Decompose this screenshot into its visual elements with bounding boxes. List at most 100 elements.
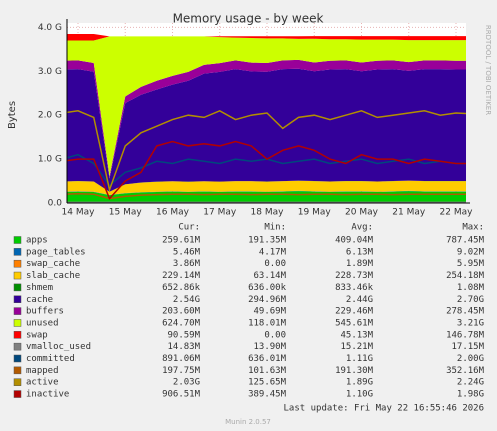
x-tick-label: 14 May <box>62 208 96 218</box>
y-tick-label: 1.0 G <box>38 155 62 165</box>
legend: Cur: Min: Avg: Max: apps 259.61M 191.35M 409.04… <box>13 223 485 400</box>
legend-swatch <box>13 283 22 292</box>
y-tick-label: 4.0 G <box>38 23 62 33</box>
legend-label: vmalloc_used <box>26 342 91 352</box>
legend-stat: 636.01M <box>248 354 287 364</box>
y-tick-label: 0.0 <box>48 199 63 209</box>
stat-header: Cur: <box>178 223 200 233</box>
legend-stat: 228.73M <box>335 271 374 281</box>
legend-stat: 14.83M <box>167 342 200 352</box>
legend-stat: 17.15M <box>451 342 484 352</box>
legend-stat: 90.59M <box>167 330 200 340</box>
legend-swatch <box>13 342 22 351</box>
legend-stat: 624.70M <box>162 318 201 328</box>
line <box>67 140 466 201</box>
legend-stat: 2.54G <box>173 295 200 305</box>
legend-stat: 191.30M <box>335 366 374 376</box>
legend-stat: 1.89G <box>346 378 373 388</box>
last-update: Last update: Fri May 22 16:55:46 2026 <box>284 404 484 414</box>
version: Munin 2.0.57 <box>225 418 271 426</box>
legend-stat: 125.65M <box>248 378 287 388</box>
legend-swatch <box>13 271 22 280</box>
legend-stat: 197.75M <box>162 366 201 376</box>
x-tick-label: 16 May <box>156 208 190 218</box>
legend-stat: 2.03G <box>173 378 200 388</box>
area <box>67 33 466 41</box>
y-tick-label: 2.0 G <box>38 111 62 121</box>
legend-swatch <box>13 248 22 256</box>
x-tick-label: 21 May <box>392 208 426 218</box>
legend-stat: 2.24G <box>457 378 484 388</box>
x-tick-label: 17 May <box>203 208 237 218</box>
x-tick-label: 20 May <box>345 208 379 218</box>
x-tick-label: 18 May <box>251 208 285 218</box>
legend-stat: 15.21M <box>340 342 373 352</box>
area <box>67 36 466 177</box>
chart-title: Memory usage - by week <box>173 12 324 26</box>
legend-stat: 5.95M <box>457 259 485 269</box>
stat-header: Max: <box>462 223 484 233</box>
legend-stat: 146.78M <box>446 330 485 340</box>
legend-stat: 13.90M <box>253 342 286 352</box>
legend-stat: 1.10G <box>346 390 373 400</box>
legend-label: shmem <box>26 283 53 293</box>
legend-swatch <box>13 295 22 303</box>
legend-swatch <box>13 331 22 339</box>
legend-stat: 9.02M <box>457 247 485 257</box>
legend-stat: 652.86k <box>162 283 201 293</box>
legend-stat: 3.86M <box>173 259 201 269</box>
line <box>67 109 466 193</box>
legend-label: slab_cache <box>26 271 80 281</box>
legend-stat: 2.44G <box>346 295 373 305</box>
legend-stat: 229.14M <box>162 271 201 281</box>
legend-swatch <box>13 307 22 315</box>
legend-stat: 409.04M <box>335 236 374 246</box>
area <box>67 180 466 195</box>
legend-stat: 3.21G <box>457 318 484 328</box>
legend-stat: 2.70G <box>457 295 484 305</box>
legend-label: apps <box>26 236 48 246</box>
legend-stat: 63.14M <box>253 271 286 281</box>
legend-swatch <box>13 378 22 386</box>
legend-stat: 45.13M <box>340 330 373 340</box>
legend-label: swap <box>26 330 48 340</box>
stat-header: Min: <box>264 223 286 233</box>
legend-stat: 278.45M <box>446 307 485 317</box>
legend-stat: 101.63M <box>248 366 287 376</box>
legend-stat: 259.61M <box>162 236 201 246</box>
legend-swatch <box>13 236 22 244</box>
line <box>67 193 466 200</box>
legend-stat: 389.45M <box>248 390 287 400</box>
legend-label: buffers <box>26 307 64 317</box>
legend-stat: 5.46M <box>173 247 201 257</box>
legend-stat: 118.01M <box>248 318 287 328</box>
legend-label: active <box>26 378 59 388</box>
legend-swatch <box>13 354 22 363</box>
stat-header: Avg: <box>351 223 373 233</box>
legend-label: unused <box>26 318 59 328</box>
legend-swatch <box>13 390 22 398</box>
legend-stat: 6.13M <box>346 247 374 257</box>
legend-stat: 545.61M <box>335 318 374 328</box>
legend-stat: 1.11G <box>346 354 373 364</box>
x-tick-label: 22 May <box>440 208 474 218</box>
legend-stat: 1.08M <box>457 283 485 293</box>
x-tick-label: 19 May <box>298 208 332 218</box>
side-text: RRDTOOL / TOBI OETIKER <box>484 25 492 115</box>
legend-stat: 49.69M <box>253 307 286 317</box>
legend-stat: 891.06M <box>162 354 201 364</box>
legend-stat: 833.46k <box>335 283 374 293</box>
legend-swatch <box>13 366 22 375</box>
legend-label: inactive <box>26 390 69 400</box>
legend-label: mapped <box>26 366 59 376</box>
y-axis-label: Bytes <box>7 101 18 129</box>
legend-stat: 352.16M <box>446 366 485 376</box>
legend-label: cache <box>26 295 53 305</box>
legend-label: swap_cache <box>26 259 80 269</box>
legend-stat: 1.98G <box>457 390 484 400</box>
legend-stat: 203.60M <box>162 307 201 317</box>
legend-stat: 0.00 <box>264 259 286 269</box>
legend-label: committed <box>26 354 75 364</box>
legend-stat: 2.00G <box>457 354 484 364</box>
